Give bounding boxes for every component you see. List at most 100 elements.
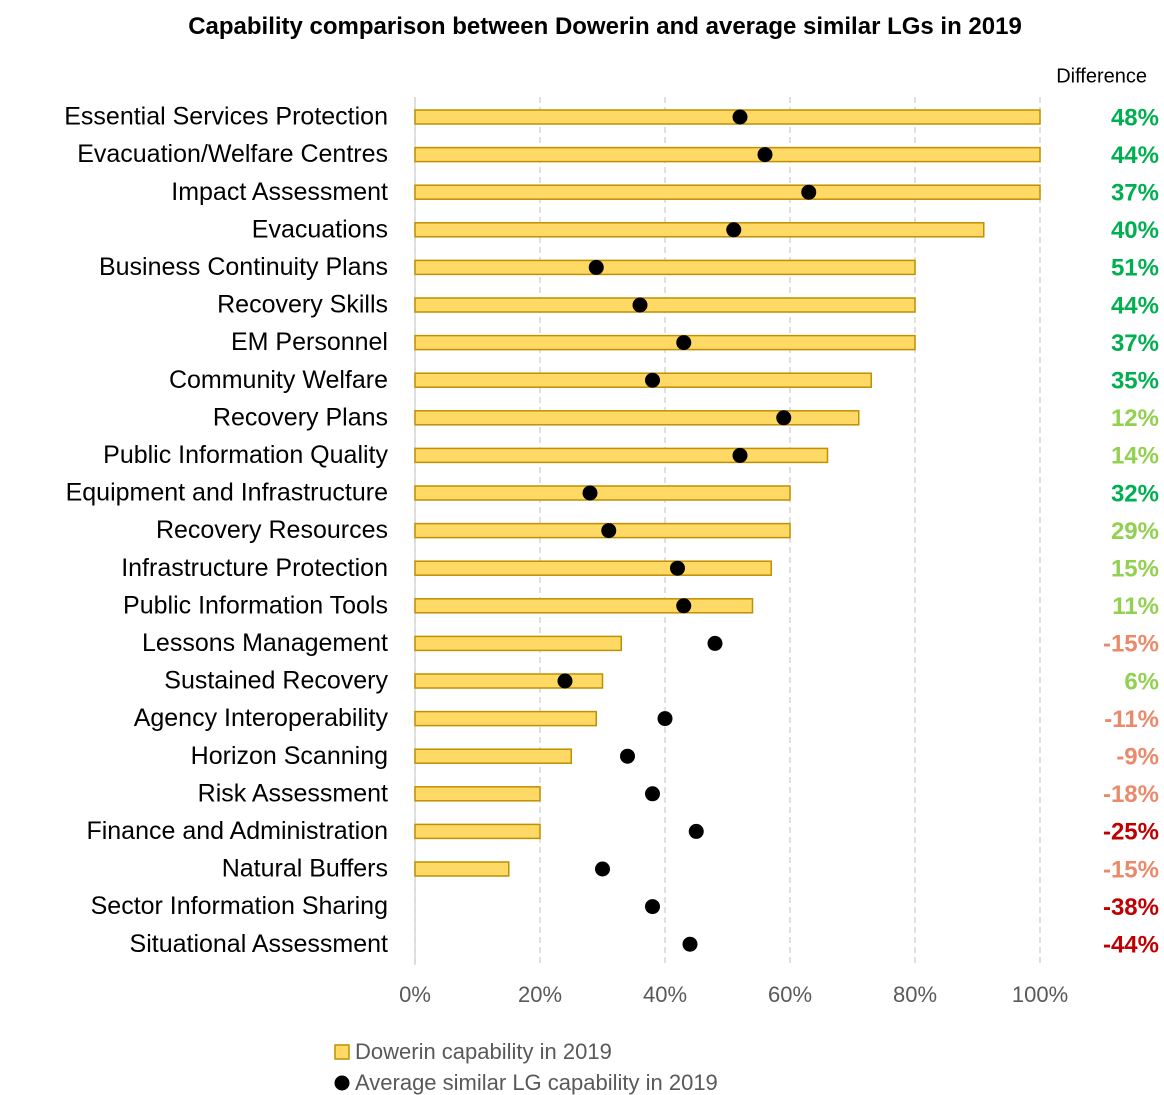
category-label: Public Information Tools: [123, 591, 388, 619]
difference-header: Difference: [1056, 65, 1147, 87]
dot: [582, 485, 598, 501]
category-label: Natural Buffers: [222, 855, 388, 883]
difference-label: -15%: [1103, 631, 1159, 658]
dot: [601, 523, 617, 539]
category-label: Infrastructure Protection: [121, 554, 388, 582]
bar: [414, 222, 985, 238]
bar: [414, 447, 829, 464]
category-label: Business Continuity Plans: [99, 253, 388, 281]
dot: [620, 748, 635, 764]
x-tick-label: 100%: [1012, 982, 1068, 1007]
category-label: Risk Assessment: [198, 779, 388, 807]
dot: [645, 372, 660, 388]
category-label: Horizon Scanning: [191, 742, 388, 770]
category-label: Evacuation/Welfare Centres: [77, 140, 388, 168]
chart-title: Capability comparison between Dowerin an…: [188, 13, 1022, 40]
difference-label: 37%: [1111, 180, 1159, 207]
category-label: Situational Assessment: [130, 930, 389, 958]
bar: [414, 410, 860, 426]
difference-label: 15%: [1111, 556, 1159, 583]
difference-label: -9%: [1116, 744, 1159, 771]
difference-label: 6%: [1124, 668, 1159, 695]
bar: [414, 786, 541, 802]
dot: [726, 222, 742, 238]
x-tick-label: 60%: [768, 982, 812, 1007]
difference-label: 44%: [1111, 142, 1159, 169]
bar: [414, 259, 916, 276]
category-label: Finance and Administration: [86, 817, 388, 845]
dot: [682, 936, 698, 952]
bar: [414, 485, 791, 501]
difference-label: 14%: [1111, 443, 1159, 470]
bar: [414, 861, 510, 877]
bar: [414, 823, 541, 840]
legend-label: Dowerin capability in 2019: [355, 1039, 612, 1064]
dot: [757, 147, 773, 163]
category-label: Agency Interoperability: [134, 704, 389, 732]
difference-label: 35%: [1111, 368, 1159, 395]
bar: [414, 184, 1041, 200]
dot: [688, 823, 704, 839]
x-tick-label: 20%: [518, 982, 562, 1007]
bar: [414, 146, 1041, 163]
difference-label: 44%: [1111, 292, 1159, 319]
dot: [588, 259, 604, 275]
dot: [676, 335, 692, 351]
difference-label: 48%: [1111, 104, 1159, 131]
dot: [732, 109, 748, 125]
difference-label: 37%: [1111, 330, 1159, 357]
dot: [645, 899, 660, 915]
category-label: Sector Information Sharing: [91, 892, 388, 920]
difference-label: -15%: [1103, 856, 1159, 883]
dot: [707, 635, 723, 651]
bar: [414, 635, 622, 652]
difference-label: -38%: [1103, 894, 1159, 921]
x-tick-label: 0%: [399, 982, 431, 1007]
bar: [414, 334, 916, 351]
dot: [801, 184, 817, 200]
category-label: Equipment and Infrastructure: [66, 479, 388, 507]
dot: [657, 711, 673, 727]
bar: [414, 560, 772, 576]
difference-label: -18%: [1103, 781, 1159, 808]
difference-label: 29%: [1111, 518, 1159, 545]
bar: [414, 297, 916, 313]
x-tick-label: 80%: [893, 982, 937, 1007]
difference-label: 12%: [1111, 405, 1159, 432]
category-label: Sustained Recovery: [164, 667, 388, 695]
bar: [414, 109, 1041, 125]
category-label: Recovery Resources: [156, 516, 388, 544]
difference-label: 32%: [1111, 480, 1159, 507]
category-label: Community Welfare: [169, 366, 388, 394]
bar: [414, 372, 872, 388]
dot: [732, 447, 748, 463]
category-label: Essential Services Protection: [64, 103, 388, 131]
dot: [676, 598, 692, 614]
bar: [414, 673, 604, 689]
difference-label: 40%: [1111, 217, 1159, 244]
category-label: Lessons Management: [142, 629, 388, 657]
category-label: EM Personnel: [231, 328, 388, 356]
difference-label: -25%: [1103, 819, 1159, 846]
bar: [414, 748, 572, 764]
difference-label: 11%: [1112, 593, 1159, 620]
dot: [595, 861, 610, 877]
difference-label: 51%: [1111, 255, 1159, 282]
difference-label: -44%: [1103, 932, 1159, 959]
legend-swatch: [334, 1044, 350, 1060]
dot: [776, 410, 792, 426]
dot: [645, 786, 660, 802]
dot: [557, 673, 573, 689]
legend-swatch: [334, 1075, 350, 1091]
bar: [414, 710, 597, 727]
difference-label: -11%: [1104, 706, 1159, 733]
dot: [670, 560, 685, 576]
dot: [632, 297, 648, 313]
legend-label: Average similar LG capability in 2019: [355, 1070, 718, 1095]
x-tick-label: 40%: [643, 982, 687, 1007]
category-label: Public Information Quality: [103, 441, 388, 469]
bar: [414, 598, 754, 614]
category-label: Evacuations: [252, 215, 388, 243]
category-label: Recovery Skills: [217, 291, 388, 319]
